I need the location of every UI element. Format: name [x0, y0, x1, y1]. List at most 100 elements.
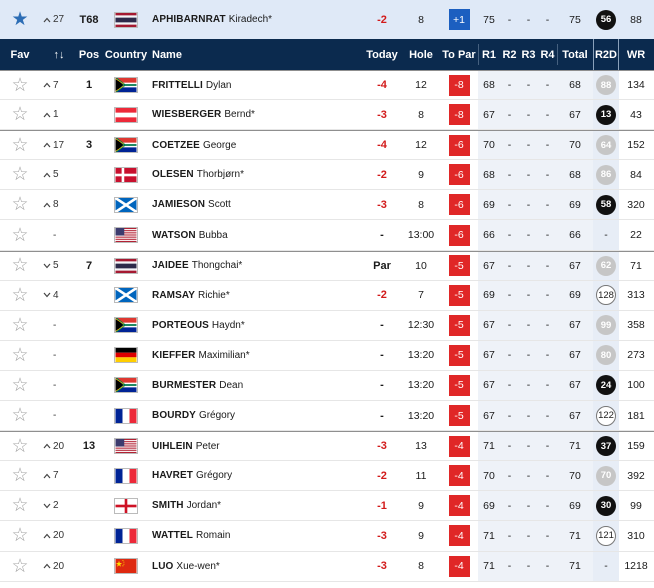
header-hole[interactable]: Hole: [409, 48, 433, 61]
table-row[interactable]: ☆ 8 JAMIESON Scott -3 8 -6 69 - - - 69 58…: [0, 190, 654, 221]
table-row[interactable]: ☆ - KIEFFER Maximilian* - 13:20 -5 67 - -…: [0, 340, 654, 371]
header-pos[interactable]: Pos: [78, 48, 100, 61]
favorite-star-icon[interactable]: ☆: [11, 555, 29, 577]
hole: 9: [418, 168, 424, 181]
table-row[interactable]: ☆ - WATSON Bubba - 13:00 -6 66 - - - 66 -…: [0, 220, 654, 251]
player-name[interactable]: OLESEN Thorbjørn*: [152, 169, 244, 181]
flag-thailand: [106, 0, 146, 39]
movement: 20: [40, 552, 78, 581]
player-name[interactable]: WATTEL Romain: [152, 530, 231, 542]
favorite-star-icon[interactable]: ☆: [11, 374, 29, 396]
favorite-star-icon[interactable]: ☆: [11, 164, 29, 186]
header-r2d[interactable]: R2D: [594, 48, 617, 61]
race-to-dubai-rank: 13: [596, 104, 616, 125]
player-name[interactable]: LUO Xue-wen*: [152, 560, 220, 572]
player-name[interactable]: RAMSAY Richie*: [152, 289, 230, 301]
player-name[interactable]: JAMIESON Scott: [152, 199, 231, 211]
round2: -: [507, 349, 512, 362]
table-row[interactable]: ☆ 2 SMITH Jordan* -1 9 -4 69 - - - 69 30 …: [0, 491, 654, 522]
round4: -: [545, 319, 550, 332]
round4: -: [545, 198, 550, 211]
header-wr[interactable]: WR: [626, 48, 646, 61]
header-r3[interactable]: R3: [521, 48, 536, 61]
table-row[interactable]: ☆ 20 LUO Xue-wen* -3 8 -4 71 - - - 71 - 1…: [0, 551, 654, 582]
player-name[interactable]: UIHLEIN Peter: [152, 440, 220, 452]
favorite-star-icon[interactable]: ☆: [11, 104, 29, 126]
round4: -: [545, 440, 550, 453]
round1: 71: [483, 440, 495, 453]
header-r2[interactable]: R2: [502, 48, 517, 61]
favorite-star-icon[interactable]: ☆: [11, 495, 29, 517]
favorite-star-icon[interactable]: ☆: [11, 525, 29, 547]
favorite-star-icon[interactable]: ☆: [11, 284, 29, 306]
favorite-star-icon[interactable]: ☆: [11, 255, 29, 277]
round1: 75: [483, 13, 495, 26]
today-score: -: [380, 409, 384, 422]
favorite-star-icon[interactable]: ☆: [11, 194, 29, 216]
hole: 7: [418, 289, 424, 302]
header-name[interactable]: Name: [152, 48, 182, 61]
player-name[interactable]: PORTEOUS Haydn*: [152, 319, 245, 331]
header-r1[interactable]: R1: [481, 48, 497, 61]
round3: -: [526, 469, 531, 482]
favorite-star-icon[interactable]: ★: [11, 9, 29, 30]
table-row[interactable]: ☆ 1 WIESBERGER Bernd* -3 8 -8 67 - - - 67…: [0, 100, 654, 131]
favorite-star-icon[interactable]: ☆: [11, 74, 29, 96]
table-row[interactable]: ☆ 20 13 UIHLEIN Peter -3 13 -4 71 - - - 7…: [0, 431, 654, 462]
header-to-par[interactable]: To Par: [442, 48, 476, 61]
favorite-star-icon[interactable]: ☆: [11, 224, 29, 246]
featured-player-row[interactable]: ★ 27 T68 APHIBARNRAT Kiradech* -2 8 +1 75…: [0, 0, 654, 39]
favorite-star-icon[interactable]: ☆: [11, 435, 29, 457]
table-row[interactable]: ☆ 20 WATTEL Romain -3 9 -4 71 - - - 71 12…: [0, 521, 654, 552]
header-r4[interactable]: R4: [540, 48, 555, 61]
flag-south-africa: [106, 371, 146, 400]
round3: -: [526, 409, 531, 422]
hole: 12:30: [407, 319, 435, 332]
player-name[interactable]: BOURDY Grégory: [152, 410, 236, 422]
sort-movement-button[interactable]: ↑↓: [53, 48, 65, 61]
table-row[interactable]: ☆ 5 OLESEN Thorbjørn* -2 9 -6 68 - - - 68…: [0, 160, 654, 191]
to-par-badge: -5: [448, 314, 470, 336]
world-rank: 134: [627, 79, 645, 92]
flag-austria: [106, 100, 146, 129]
round3: -: [526, 168, 531, 181]
table-row[interactable]: ☆ - BOURDY Grégory - 13:20 -5 67 - - - 67…: [0, 401, 654, 432]
favorite-star-icon[interactable]: ☆: [11, 314, 29, 336]
table-row[interactable]: ☆ 5 7 JAIDEE Thongchai* Par 10 -5 67 - - …: [0, 250, 654, 281]
table-row[interactable]: ☆ 17 3 COETZEE George -4 12 -6 70 - - - 7…: [0, 130, 654, 161]
header-total[interactable]: Total: [562, 48, 588, 61]
player-name[interactable]: JAIDEE Thongchai*: [152, 260, 243, 272]
header-today[interactable]: Today: [366, 48, 398, 61]
player-name[interactable]: COETZEE George: [152, 139, 237, 151]
favorite-star-icon[interactable]: ☆: [11, 134, 29, 156]
player-name[interactable]: WATSON Bubba: [152, 229, 228, 241]
race-to-dubai-rank: 99: [596, 315, 616, 336]
world-rank: 320: [627, 198, 645, 211]
table-row[interactable]: ☆ 7 HAVRET Grégory -2 11 -4 70 - - - 70 7…: [0, 461, 654, 492]
favorite-star-icon[interactable]: ☆: [11, 465, 29, 487]
today-score: -2: [377, 13, 387, 26]
flag-france: [106, 401, 146, 430]
player-name[interactable]: KIEFFER Maximilian*: [152, 349, 250, 361]
player-name[interactable]: FRITTELLI Dylan: [152, 79, 232, 91]
player-name[interactable]: APHIBARNRAT Kiradech*: [152, 14, 273, 25]
player-name[interactable]: SMITH Jordan*: [152, 500, 222, 512]
player-name[interactable]: BURMESTER Dean: [152, 379, 244, 391]
position: [78, 100, 100, 129]
table-row[interactable]: ☆ 4 RAMSAY Richie* -2 7 -5 69 - - - 69 12…: [0, 280, 654, 311]
round2: -: [507, 319, 512, 332]
to-par-badge: -5: [448, 344, 470, 366]
round4: -: [545, 168, 550, 181]
today-score: -2: [377, 469, 387, 482]
favorite-star-icon[interactable]: ☆: [11, 405, 29, 427]
player-name[interactable]: WIESBERGER Bernd*: [152, 109, 255, 121]
table-row[interactable]: ☆ - PORTEOUS Haydn* - 12:30 -5 67 - - - 6…: [0, 310, 654, 341]
header-country[interactable]: Country: [104, 48, 148, 61]
round4: -: [545, 379, 550, 392]
favorite-star-icon[interactable]: ☆: [11, 344, 29, 366]
table-row[interactable]: ☆ - BURMESTER Dean - 13:20 -5 67 - - - 67…: [0, 370, 654, 402]
table-row[interactable]: ☆ 7 1 FRITTELLI Dylan -4 12 -8 68 - - - 6…: [0, 70, 654, 101]
position: 7: [85, 259, 93, 272]
player-name[interactable]: HAVRET Grégory: [152, 470, 233, 482]
to-par-badge: -4: [448, 525, 470, 547]
